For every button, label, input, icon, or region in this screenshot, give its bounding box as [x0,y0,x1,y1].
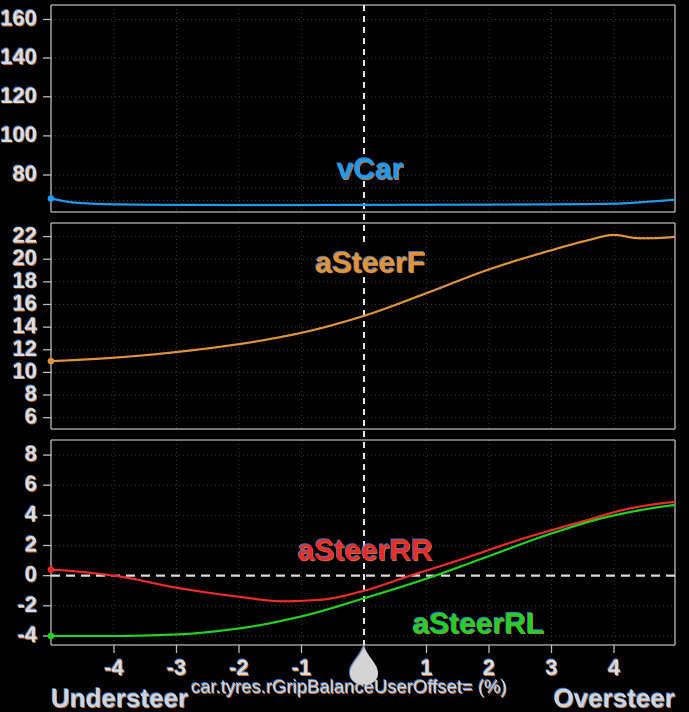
svg-text:80: 80 [13,161,37,186]
svg-text:8: 8 [25,441,37,466]
svg-text:8: 8 [25,381,37,406]
svg-text:22: 22 [13,223,37,248]
svg-text:aSteerRL: aSteerRL [413,607,545,640]
svg-text:-4: -4 [104,655,124,680]
svg-text:4: 4 [608,655,621,680]
svg-text:120: 120 [0,83,37,108]
svg-text:18: 18 [13,268,37,293]
svg-text:-4: -4 [17,622,37,647]
svg-text:140: 140 [0,44,37,69]
svg-text:6: 6 [25,471,37,496]
svg-text:160: 160 [0,6,37,31]
svg-text:10: 10 [13,358,37,383]
svg-text:aSteerF: aSteerF [315,246,425,279]
svg-text:0: 0 [25,562,37,587]
svg-text:14: 14 [13,313,38,338]
svg-text:-2: -2 [17,592,37,617]
svg-text:vCar: vCar [337,153,404,186]
svg-text:20: 20 [13,245,37,270]
svg-text:3: 3 [545,655,557,680]
svg-text:Understeer: Understeer [51,683,188,712]
svg-text:4: 4 [25,501,38,526]
svg-text:Oversteer: Oversteer [554,683,675,712]
svg-text:aSteerRR: aSteerRR [298,534,433,567]
svg-text:6: 6 [25,404,37,429]
svg-text:16: 16 [13,290,37,315]
svg-text:12: 12 [13,336,37,361]
svg-text:car.tyres.rGripBalanceUserOffs: car.tyres.rGripBalanceUserOffset= (%) [191,676,507,697]
svg-text:2: 2 [25,532,37,557]
svg-text:-3: -3 [167,655,187,680]
svg-text:100: 100 [0,122,37,147]
